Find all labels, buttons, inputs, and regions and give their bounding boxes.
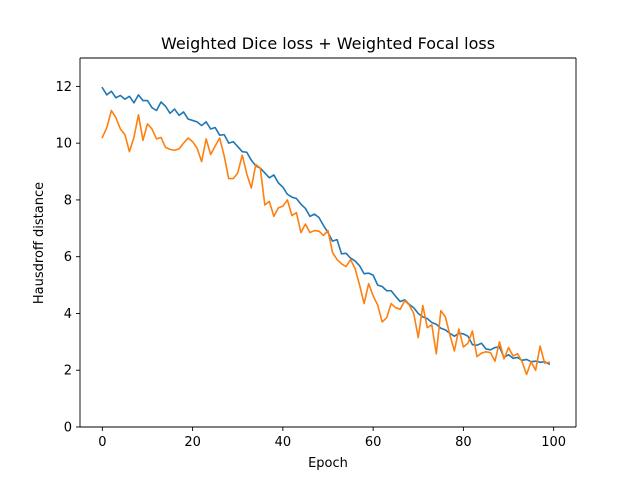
chart-title: Weighted Dice loss + Weighted Focal loss: [161, 34, 495, 53]
x-tick-label: 60: [365, 435, 382, 450]
y-tick-label: 0: [64, 421, 72, 436]
x-tick-label: 40: [275, 435, 292, 450]
x-tick-label: 20: [184, 435, 201, 450]
y-tick-label: 4: [64, 307, 72, 322]
y-tick-label: 6: [64, 250, 72, 265]
y-tick-label: 8: [64, 193, 72, 208]
x-tick-label: 80: [455, 435, 472, 450]
y-tick-label: 10: [55, 137, 72, 152]
plot-area: 0 20 40 60 80 100 0 2 4 6 8 10 12: [55, 57, 577, 450]
x-tick-label: 0: [98, 435, 106, 450]
series-line-2: [101, 109, 551, 376]
x-axis-label: Epoch: [308, 456, 348, 471]
x-tick-label: 100: [541, 435, 566, 450]
y-tick-label: 12: [55, 80, 72, 95]
y-tick-label: 2: [64, 364, 72, 379]
y-axis-label: Hausdroff distance: [32, 182, 47, 304]
